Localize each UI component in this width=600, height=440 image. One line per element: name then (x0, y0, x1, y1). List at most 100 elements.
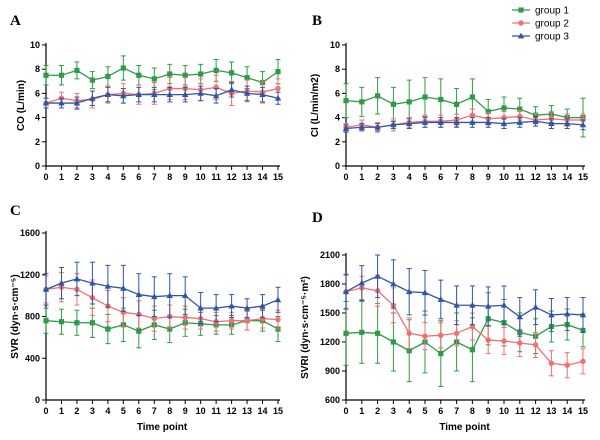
x-tick-label: 7 (454, 172, 459, 182)
x-tick-label: 1 (59, 172, 64, 182)
data-point (469, 119, 476, 125)
series-group-3 (342, 254, 587, 337)
data-point (74, 67, 80, 74)
data-point (228, 317, 235, 324)
x-tick-label: 15 (578, 172, 588, 182)
data-point (421, 119, 429, 125)
data-point (275, 85, 281, 92)
data-point (485, 337, 491, 343)
y-tick-label: 10 (330, 40, 340, 50)
legend-marker (518, 20, 524, 26)
data-point (390, 121, 397, 128)
series-line (345, 120, 584, 130)
data-point (406, 348, 412, 354)
x-tick-label: 6 (136, 406, 141, 416)
x-tick-label: 6 (438, 406, 443, 416)
data-point (469, 94, 475, 100)
x-tick-label: 11 (211, 406, 221, 416)
y-tick-label: 1600 (20, 228, 40, 238)
x-tick-label: 2 (74, 172, 79, 182)
data-point (73, 275, 81, 282)
data-point (136, 328, 142, 334)
x-tick-label: 14 (258, 172, 268, 182)
x-tick-label: 5 (121, 406, 126, 416)
data-point (517, 340, 523, 346)
y-tick-label: 6 (335, 88, 340, 98)
x-tick-label: 4 (105, 172, 110, 182)
series-line (345, 95, 583, 119)
series-line (345, 318, 584, 355)
data-point (182, 292, 189, 299)
series-group-1 (343, 292, 586, 387)
x-tick-label: 4 (407, 406, 412, 416)
y-tick-label: 400 (25, 353, 40, 363)
x-tick-label: 14 (258, 406, 268, 416)
x-tick-label: 12 (531, 172, 541, 182)
x-axis-label: Time point (439, 422, 490, 433)
data-point (275, 316, 281, 323)
data-point (42, 285, 50, 292)
x-tick-label: 2 (74, 406, 79, 416)
y-tick-label: 6 (35, 88, 40, 98)
y-tick-label: 2 (35, 137, 40, 147)
y-tick-label: 1200 (20, 270, 40, 280)
data-point (359, 99, 365, 105)
data-point (166, 91, 173, 98)
x-tick-label: 1 (359, 406, 364, 416)
data-point (243, 304, 251, 311)
data-point (438, 96, 444, 103)
data-point (104, 91, 112, 98)
data-point (485, 119, 492, 125)
data-point (43, 72, 49, 78)
panel-letter: C (10, 203, 21, 219)
data-point (136, 72, 142, 78)
data-point (135, 91, 142, 98)
data-point (469, 323, 476, 330)
x-tick-label: 0 (343, 406, 348, 416)
x-tick-label: 4 (105, 406, 110, 416)
data-point (151, 293, 158, 300)
data-point (58, 99, 65, 106)
data-point (437, 296, 444, 302)
x-tick-label: 0 (43, 172, 48, 182)
data-point (453, 301, 460, 308)
data-point (469, 301, 476, 308)
data-point (374, 272, 381, 279)
data-point (151, 76, 157, 82)
data-point (406, 288, 413, 295)
x-tick-label: 2 (375, 172, 380, 182)
panel-letter: B (312, 13, 322, 29)
x-tick-label: 5 (422, 406, 427, 416)
data-point (343, 330, 349, 336)
y-tick-label: 2100 (320, 250, 340, 260)
data-point (406, 99, 412, 105)
data-point (166, 292, 173, 299)
y-tick-label: 10 (30, 40, 40, 50)
x-tick-label: 3 (391, 406, 396, 416)
x-tick-label: 13 (242, 406, 252, 416)
series-line (45, 286, 279, 323)
data-point (548, 360, 555, 366)
data-point (182, 314, 188, 321)
y-tick-label: 8 (335, 64, 340, 74)
y-tick-label: 800 (25, 312, 40, 322)
legend-marker (517, 32, 525, 39)
data-point (244, 75, 250, 81)
data-point (516, 313, 523, 320)
data-point (343, 98, 349, 104)
data-point (275, 69, 281, 75)
x-tick-label: 10 (196, 172, 206, 182)
series-line (345, 114, 583, 128)
data-point (500, 301, 508, 308)
data-point (89, 320, 95, 326)
x-tick-label: 1 (59, 406, 64, 416)
data-point (579, 121, 587, 128)
data-point (120, 284, 127, 291)
x-tick-label: 8 (470, 406, 475, 416)
data-point (375, 93, 381, 99)
data-point (469, 347, 475, 353)
data-point (58, 279, 65, 286)
